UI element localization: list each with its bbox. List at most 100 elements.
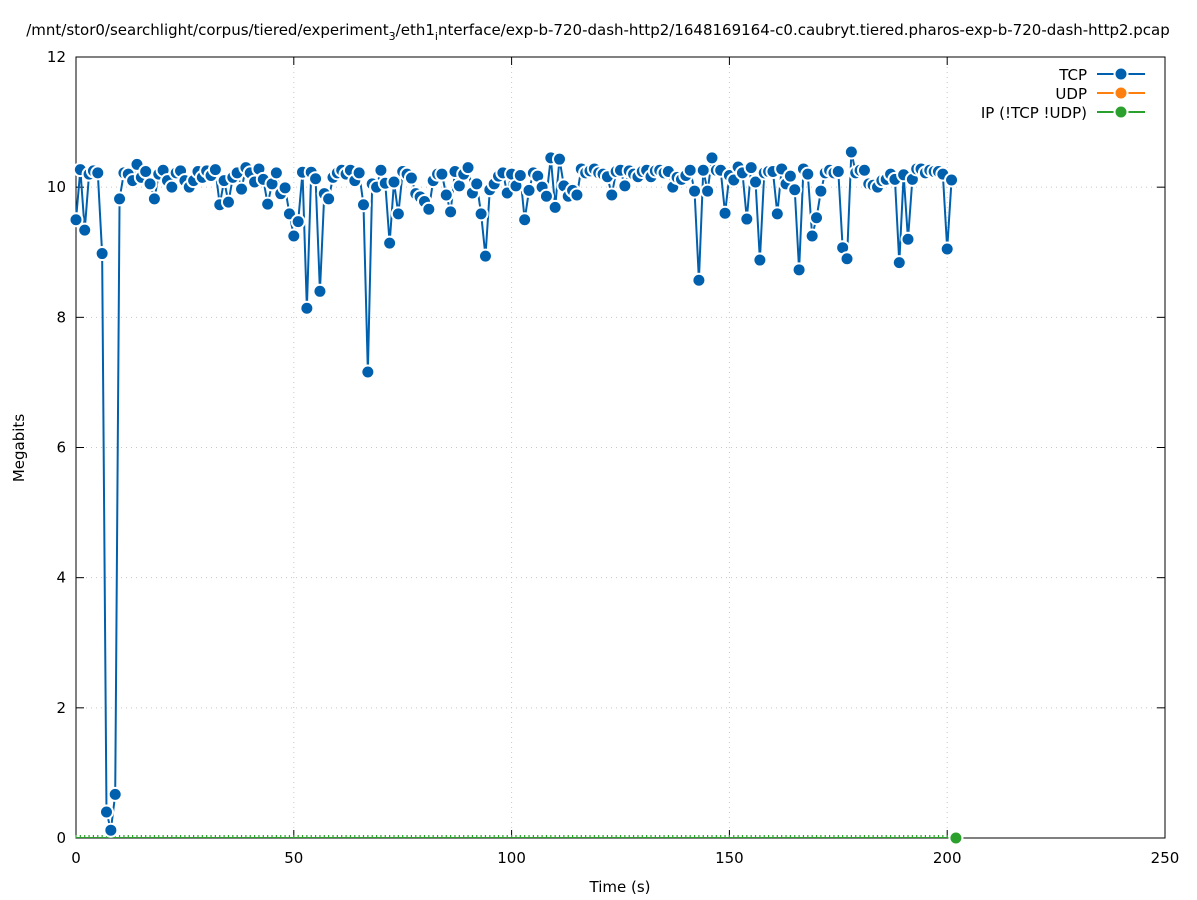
tcp-point <box>290 214 306 230</box>
chart-title: /mnt/stor0/searchlight/corpus/tiered/exp… <box>26 21 1170 43</box>
tcp-point <box>220 194 236 210</box>
series-layer <box>68 144 964 846</box>
tcp-point <box>900 231 916 247</box>
tcp-point <box>382 235 398 251</box>
x-tick-label: 100 <box>497 849 526 867</box>
y-axis-label: Megabits <box>10 414 28 482</box>
ip-marker <box>948 830 964 846</box>
tcp-line <box>75 151 953 831</box>
x-axis-label: Time (s) <box>589 878 651 896</box>
legend-label-udp: UDP <box>1055 85 1087 103</box>
tcp-point <box>443 204 459 220</box>
y-tick-label: 2 <box>56 699 66 717</box>
tcp-point <box>68 212 84 228</box>
x-tick-label: 150 <box>715 849 744 867</box>
tcp-point <box>604 187 620 203</box>
tcp-point <box>704 150 720 166</box>
tcp-point <box>739 211 755 227</box>
x-tick-label: 50 <box>284 849 303 867</box>
tcp-point <box>521 182 537 198</box>
tcp-point <box>77 222 93 238</box>
tcp-point <box>944 172 960 188</box>
tcp-point <box>856 162 872 178</box>
tcp-point <box>421 201 437 217</box>
legend-marker-ip <box>1113 104 1129 120</box>
tcp-point <box>787 182 803 198</box>
y-tick-label: 0 <box>56 829 66 847</box>
tcp-point <box>234 181 250 197</box>
x-tick-label: 250 <box>1151 849 1180 867</box>
legend-marker-tcp <box>1113 66 1129 82</box>
tcp-point <box>112 191 128 207</box>
tcp-point <box>813 183 829 199</box>
tcp-point <box>743 160 759 176</box>
tcp-point <box>473 206 489 222</box>
tcp-point <box>321 191 337 207</box>
legend: TCP UDP IP (!TCP !UDP) <box>981 66 1145 122</box>
tcp-point <box>268 165 284 181</box>
tcp-point <box>360 364 376 380</box>
tcp-point <box>434 166 450 182</box>
tcp-point <box>939 241 955 257</box>
tcp-point <box>94 246 110 262</box>
legend-entry-udp: UDP <box>1055 85 1145 103</box>
tcp-point <box>277 180 293 196</box>
tcp-point <box>477 248 493 264</box>
legend-label-ip: IP (!TCP !UDP) <box>981 104 1087 122</box>
tcp-point <box>107 786 123 802</box>
x-tick-label: 200 <box>933 849 962 867</box>
tcp-point <box>146 191 162 207</box>
tcp-point <box>538 188 554 204</box>
tcp-point <box>286 228 302 244</box>
tcp-point <box>260 196 276 212</box>
tcp-point <box>469 176 485 192</box>
tcp-point <box>800 166 816 182</box>
series-tcp <box>68 144 960 838</box>
tcp-point <box>351 165 367 181</box>
tcp-point <box>552 151 568 167</box>
tcp-point <box>782 168 798 184</box>
tcp-point <box>830 164 846 180</box>
tcp-point <box>438 187 454 203</box>
tcp-point <box>403 170 419 186</box>
legend-entry-tcp: TCP <box>1058 66 1145 84</box>
y-tick-label: 12 <box>47 48 66 66</box>
series-ip <box>75 835 953 838</box>
tcp-point <box>717 205 733 221</box>
legend-marker-udp <box>1113 85 1129 101</box>
tcp-point <box>312 283 328 299</box>
tcp-point <box>809 210 825 226</box>
tcp-point <box>687 183 703 199</box>
x-tick-label: 0 <box>71 849 81 867</box>
tcp-point <box>207 162 223 178</box>
tcp-point <box>460 160 476 176</box>
tcp-point <box>891 255 907 271</box>
tcp-point <box>164 179 180 195</box>
tcp-point <box>517 212 533 228</box>
tcp-point <box>390 206 406 222</box>
tcp-point <box>682 162 698 178</box>
tcp-point <box>839 251 855 267</box>
tcp-point <box>138 164 154 180</box>
tcp-point <box>547 199 563 215</box>
y-tick-label: 10 <box>47 178 66 196</box>
tcp-point <box>386 174 402 190</box>
tcp-point <box>142 176 158 192</box>
tcp-point <box>700 183 716 199</box>
y-tick-label: 6 <box>56 439 66 457</box>
axis-ticks: 0 50 100 150 200 250 0 2 4 6 8 10 12 <box>47 48 1179 867</box>
tcp-point <box>299 300 315 316</box>
y-tick-label: 8 <box>56 308 66 326</box>
tcp-point <box>373 162 389 178</box>
tcp-point <box>748 174 764 190</box>
tcp-point <box>103 822 119 838</box>
tcp-point <box>804 228 820 244</box>
tcp-point <box>98 804 114 820</box>
tcp-point <box>843 144 859 160</box>
tcp-point <box>617 178 633 194</box>
tcp-point <box>791 262 807 278</box>
tcp-point <box>752 252 768 268</box>
tcp-point <box>512 167 528 183</box>
tcp-point <box>691 272 707 288</box>
